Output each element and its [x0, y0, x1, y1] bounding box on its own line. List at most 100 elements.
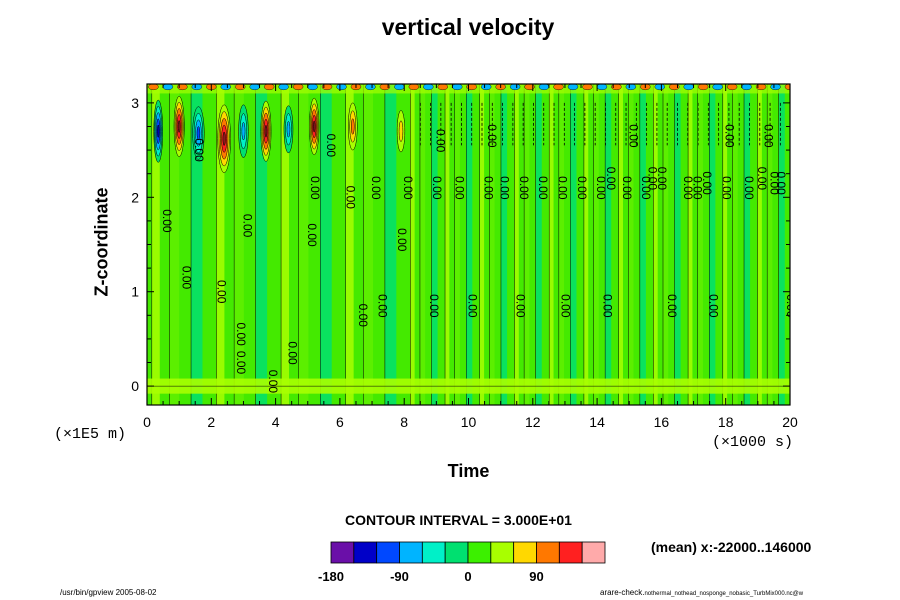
- x-tick-label: 0: [143, 414, 151, 430]
- contour-label: 0.00: [324, 134, 338, 158]
- contour-label: 0.00: [234, 323, 248, 347]
- top-cell: [191, 84, 203, 91]
- top-cell: [321, 84, 333, 91]
- contour-band: [722, 84, 728, 405]
- contour-label: 0.00: [601, 294, 615, 318]
- top-cell: [625, 84, 637, 91]
- contour-band: [697, 84, 703, 405]
- top-cell: [524, 84, 535, 91]
- top-cell: [654, 84, 665, 91]
- contour-label: 0.00: [707, 294, 721, 318]
- top-cell: [394, 84, 405, 91]
- y-tick-label: 0: [131, 378, 139, 394]
- x-tick-label: 8: [400, 414, 408, 430]
- x-tick-label: 16: [654, 414, 670, 430]
- top-cell: [741, 84, 752, 91]
- x-tick-label: 6: [336, 414, 344, 430]
- downdraft-cell: [157, 124, 160, 138]
- colorbar-cell: [558, 541, 583, 564]
- contour-label: 0.00: [192, 138, 206, 162]
- colorbar-cell: [330, 541, 355, 564]
- x-tick-label: 4: [272, 414, 280, 430]
- colorbar-cell: [376, 541, 400, 564]
- contour-label: 0.00: [369, 176, 383, 200]
- contour-band: [570, 84, 577, 405]
- contour-band: [549, 84, 554, 405]
- footer-file-info: arare-check.nothermal_nothead_nosponge_n…: [600, 588, 803, 597]
- top-cell: [379, 84, 391, 91]
- y-axis-title: Z-coordinate: [91, 187, 112, 297]
- contour-label: 0.00: [691, 176, 705, 200]
- contour-label: 0.00: [626, 124, 640, 148]
- contour-band: [169, 84, 180, 405]
- colorbar-tick-label: 90: [529, 569, 544, 584]
- contour-band: [255, 84, 268, 405]
- colorbar-tick-label: 0: [464, 569, 472, 584]
- footer-file-prefix: arare-check.: [600, 588, 645, 597]
- top-cell: [755, 84, 767, 91]
- contour-label: 0.00: [240, 214, 254, 238]
- updraft-cell: [177, 120, 181, 133]
- contour-label: 0.00: [215, 280, 229, 304]
- colorbar-tick-label: -180: [317, 569, 345, 584]
- colorbar: [330, 541, 606, 564]
- contour-label: 0.00: [427, 294, 441, 318]
- top-cell: [365, 84, 376, 91]
- contour-band: [419, 84, 426, 405]
- footer-program-info: /usr/bin/gpview 2005-08-02: [60, 588, 157, 597]
- contour-label: 0.00: [655, 167, 669, 191]
- top-cell: [683, 84, 694, 91]
- y-tick-label: 3: [131, 95, 139, 111]
- y-tick-label: 2: [131, 189, 139, 205]
- contour-band: [384, 84, 397, 405]
- contour-label: 0.00: [646, 167, 660, 191]
- contour-label: 0.00: [266, 370, 280, 394]
- contour-band: [298, 84, 309, 405]
- top-cell: [538, 84, 550, 91]
- contour-band: [320, 84, 332, 405]
- y-tick-label: 1: [131, 284, 139, 300]
- top-cell: [263, 84, 275, 91]
- updraft-cell: [312, 120, 316, 133]
- contour-label: 0.00: [681, 176, 695, 200]
- top-cell: [220, 84, 231, 91]
- top-cell: [249, 84, 260, 91]
- top-cell: [553, 84, 564, 91]
- contour-interval-text: CONTOUR INTERVAL = 3.000E+01: [345, 512, 572, 528]
- contour-band: [653, 84, 658, 405]
- contour-label: 0.00: [285, 341, 299, 365]
- colorbar-cell: [421, 541, 446, 564]
- top-cell: [466, 84, 477, 91]
- contour-band: [709, 84, 716, 405]
- colorbar-cell: [513, 541, 537, 564]
- contour-band: [757, 84, 762, 405]
- contour-label: 0.00: [742, 176, 756, 200]
- contour-band: [281, 84, 290, 405]
- colorbar-cell: [444, 541, 469, 564]
- contour-label: 0.00: [719, 176, 733, 200]
- contour-band: [778, 84, 785, 405]
- contour-label: 0.00: [466, 294, 480, 318]
- contour-label: 0.00: [343, 186, 357, 210]
- contour-label: 0.00: [482, 176, 496, 200]
- contour-band: [639, 84, 646, 405]
- contour-band: [628, 84, 634, 405]
- x-tick-label: 10: [461, 414, 477, 430]
- contour-band: [514, 84, 519, 405]
- contour-label: 0.00: [517, 176, 531, 200]
- contour-label: 0.00: [485, 124, 499, 148]
- contour-band: [663, 84, 669, 405]
- contour-label: 0.00: [723, 124, 737, 148]
- x-tick-label: 20: [782, 414, 798, 430]
- top-cell: [611, 84, 622, 91]
- downdraft-cell: [286, 121, 291, 138]
- contour-band: [191, 84, 203, 405]
- top-cell: [712, 84, 723, 91]
- mean-note: (mean) x:-22000..146000: [651, 539, 812, 555]
- contour-band: [216, 84, 225, 405]
- x-tick-label: 14: [589, 414, 605, 430]
- x-axis-title: Time: [447, 461, 490, 481]
- contour-label: 0.00: [453, 176, 467, 200]
- contour-label: 0.00: [761, 124, 775, 148]
- top-cell: [148, 84, 159, 91]
